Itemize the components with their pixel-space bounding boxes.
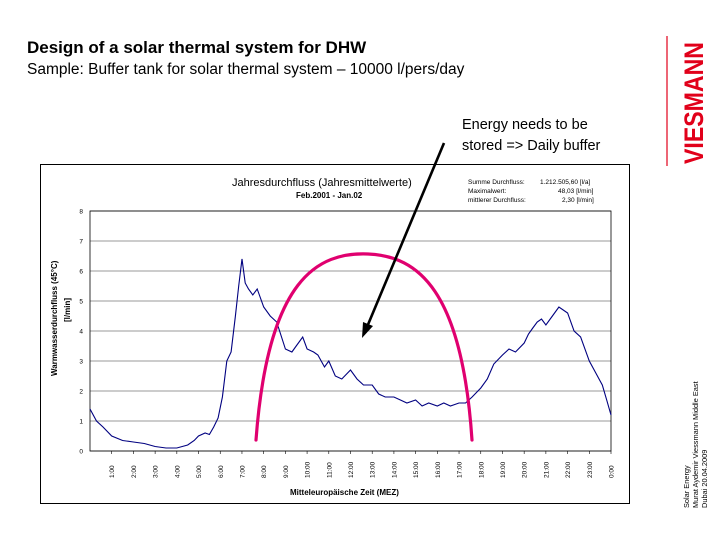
stat-value-2: 48,03 [l/min] <box>558 188 594 195</box>
side-note-3: Dubai 20.04.2009 <box>700 450 709 508</box>
x-tick-label: 8:00 <box>261 465 268 478</box>
y-tick-label: 7 <box>79 239 83 246</box>
y-tick-label: 8 <box>79 209 83 216</box>
x-tick-labels: 1:00 2:00 3:00 4:00 5:00 6:00 7:00 8:00 9:00 10:0… <box>109 461 615 478</box>
x-tick-label: 15:00 <box>413 461 420 478</box>
x-tick-label: 20:00 <box>522 461 529 478</box>
x-tick-label: 10:00 <box>305 461 312 478</box>
y-tick-label: 3 <box>79 359 83 366</box>
x-tick-label: 0:00 <box>609 465 616 478</box>
viessmann-logo: VIESMANN <box>666 36 709 166</box>
stat-value-3: 2,30 [l/min] <box>562 197 594 204</box>
slide-title: Design of a solar thermal system for DHW <box>27 38 367 57</box>
callout-line-2: stored => Daily buffer <box>462 138 601 154</box>
plot-area <box>89 210 612 452</box>
x-tick-label: 11:00 <box>326 462 333 478</box>
x-tick-label: 6:00 <box>218 465 225 478</box>
x-tick-label: 4:00 <box>174 465 181 478</box>
x-tick-label: 7:00 <box>239 465 246 478</box>
x-axis-label: Mitteleuropäische Zeit (MEZ) <box>290 488 399 497</box>
y-tick-label: 6 <box>79 269 83 276</box>
x-tick-label: 17:00 <box>457 461 464 478</box>
x-tick-label: 23:00 <box>587 461 594 478</box>
x-tick-label: 14:00 <box>391 461 398 478</box>
y-tick-label: 4 <box>79 329 83 336</box>
side-note-2: Murat Aydemir Viessmann Middle East <box>691 381 700 508</box>
x-tick-label: 22:00 <box>565 461 572 478</box>
y-axis-label-2: [l/min] <box>63 298 72 322</box>
side-notes: Solar Energy Murat Aydemir Viessmann Mid… <box>682 381 709 508</box>
flow-chart: 0 1 2 3 4 5 6 7 8 1:00 2:00 3:00 4:00 5:00 6:00 7:00 8:… <box>40 164 630 504</box>
chart-title: Jahresdurchfluss (Jahresmittelwerte) <box>232 177 412 189</box>
stat-label-3: mittlerer Durchfluss: <box>468 197 526 204</box>
y-axis-label-1: Warmwasserdurchfluss (45°C) <box>50 260 59 376</box>
side-note-1: Solar Energy <box>682 465 691 508</box>
y-tick-label: 2 <box>79 389 83 396</box>
x-tick-label: 19:00 <box>500 461 507 478</box>
stat-label-1: Summe Durchfluss: <box>468 179 525 186</box>
stat-label-2: Maximalwert: <box>468 188 506 195</box>
x-tick-label: 12:00 <box>348 461 355 478</box>
y-tick-label: 5 <box>79 299 83 306</box>
chart-period: Feb.2001 - Jan.02 <box>296 191 363 200</box>
logo-text: VIESMANN <box>679 42 709 164</box>
callout-line-1: Energy needs to be <box>462 117 588 133</box>
x-tick-label: 3:00 <box>153 465 160 478</box>
y-tick-label: 0 <box>79 449 83 456</box>
slide-subtitle: Sample: Buffer tank for solar thermal sy… <box>27 61 465 78</box>
y-tick-label: 1 <box>79 419 83 426</box>
stat-value-1: 1.212.505,60 [l/a] <box>540 179 590 186</box>
chart-frame <box>40 164 630 504</box>
x-tick-label: 13:00 <box>370 461 377 478</box>
y-tick-labels: 0 1 2 3 4 5 6 7 8 <box>79 209 83 456</box>
x-tick-label: 18:00 <box>478 461 485 478</box>
callout-text: Energy needs to be stored => Daily buffe… <box>462 115 662 157</box>
x-tick-label: 16:00 <box>435 461 442 478</box>
x-tick-label: 1:00 <box>109 465 116 478</box>
x-tick-label: 2:00 <box>131 465 138 478</box>
x-tick-label: 21:00 <box>543 461 550 478</box>
x-tick-label: 5:00 <box>196 465 203 478</box>
x-tick-label: 9:00 <box>283 465 290 478</box>
